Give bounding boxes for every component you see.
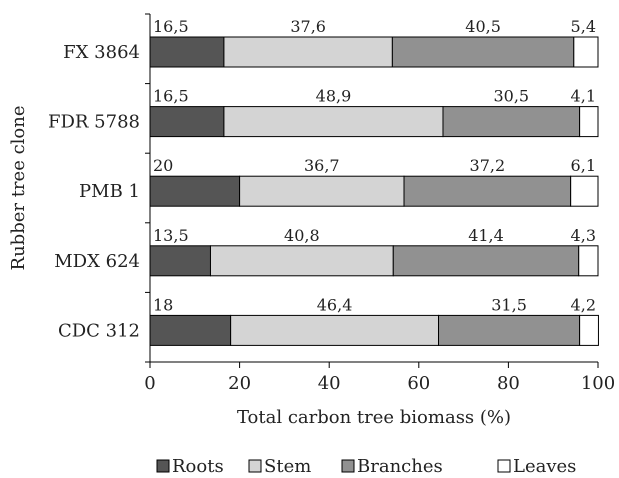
legend-item: Roots — [156, 456, 224, 477]
data-label: 30,5 — [493, 87, 529, 106]
data-label: 16,5 — [153, 87, 189, 106]
axes-layer — [149, 14, 598, 363]
bar-segment — [209, 245, 394, 277]
x-tick-label: 100 — [581, 373, 615, 394]
category-label: FX 3864 — [63, 42, 140, 63]
category-label: PMB 1 — [79, 181, 140, 202]
x-tick-label: 20 — [228, 373, 251, 394]
bar-segment — [223, 36, 393, 68]
bar-segment — [573, 36, 599, 68]
category-label: CDC 312 — [58, 320, 140, 341]
data-label: 46,4 — [317, 295, 353, 314]
bar-segment — [403, 175, 572, 207]
legend-item: Branches — [341, 456, 443, 477]
bar-segment — [579, 314, 599, 346]
x-ticks-layer: 0 20 40 60 80 100 — [144, 362, 615, 394]
category-label: MDX 624 — [54, 251, 140, 272]
bar-segment — [578, 245, 599, 277]
bars-layer — [149, 36, 599, 346]
legend-swatch — [248, 459, 262, 473]
bar-segment — [149, 36, 225, 68]
legend-label: Branches — [357, 456, 443, 477]
legend-label: Leaves — [513, 456, 576, 477]
legend-label: Roots — [172, 456, 224, 477]
data-label: 36,7 — [304, 156, 340, 175]
legend-swatch — [341, 459, 355, 473]
bar-segment — [149, 175, 241, 207]
data-label: 40,8 — [284, 226, 320, 245]
category-label: FDR 5788 — [48, 112, 140, 133]
data-label: 37,2 — [470, 156, 506, 175]
x-tick-label: 40 — [318, 373, 341, 394]
y-axis-label: Rubber tree clone — [8, 106, 29, 271]
data-labels-layer: 16,5 37,6 40,5 5,4 16,5 48,9 30,5 4,1 20 36,7 37,2… — [153, 17, 596, 314]
legend-item: Leaves — [497, 456, 576, 477]
x-tick-label: 60 — [407, 373, 430, 394]
bar-segment — [149, 245, 211, 277]
legend-item: Stem — [248, 456, 311, 477]
x-tick-label: 0 — [144, 373, 155, 394]
data-label: 37,6 — [290, 17, 326, 36]
bar-segment — [239, 175, 405, 207]
data-label: 31,5 — [491, 295, 527, 314]
data-label: 20 — [153, 156, 173, 175]
data-label: 4,2 — [571, 295, 596, 314]
data-label: 4,1 — [571, 87, 596, 106]
bar-segment — [223, 106, 444, 138]
y-ticks-layer: FX 3864 FDR 5788 PMB 1 MDX 624 CDC 312 — [48, 13, 150, 363]
bar-segment — [579, 106, 599, 138]
x-axis-label: Total carbon tree biomass (%) — [237, 407, 511, 428]
legend: Roots Stem Branches Leaves — [156, 456, 576, 477]
bar-segment — [570, 175, 599, 207]
data-label: 13,5 — [153, 226, 189, 245]
bar-segment — [392, 245, 580, 277]
bar-segment — [149, 314, 232, 346]
data-label: 18 — [153, 295, 173, 314]
bar-segment — [438, 314, 581, 346]
data-label: 40,5 — [465, 17, 501, 36]
legend-swatch — [156, 459, 170, 473]
bar-segment — [442, 106, 581, 138]
data-label: 16,5 — [153, 17, 189, 36]
legend-swatch — [497, 459, 511, 473]
data-label: 5,4 — [571, 17, 596, 36]
data-label: 4,3 — [571, 226, 596, 245]
bar-segment — [149, 106, 225, 138]
bar-segment — [391, 36, 575, 68]
data-label: 6,1 — [571, 156, 596, 175]
bar-segment — [230, 314, 440, 346]
data-label: 48,9 — [316, 87, 352, 106]
legend-label: Stem — [264, 456, 311, 477]
data-label: 41,4 — [468, 226, 504, 245]
x-tick-label: 80 — [497, 373, 520, 394]
